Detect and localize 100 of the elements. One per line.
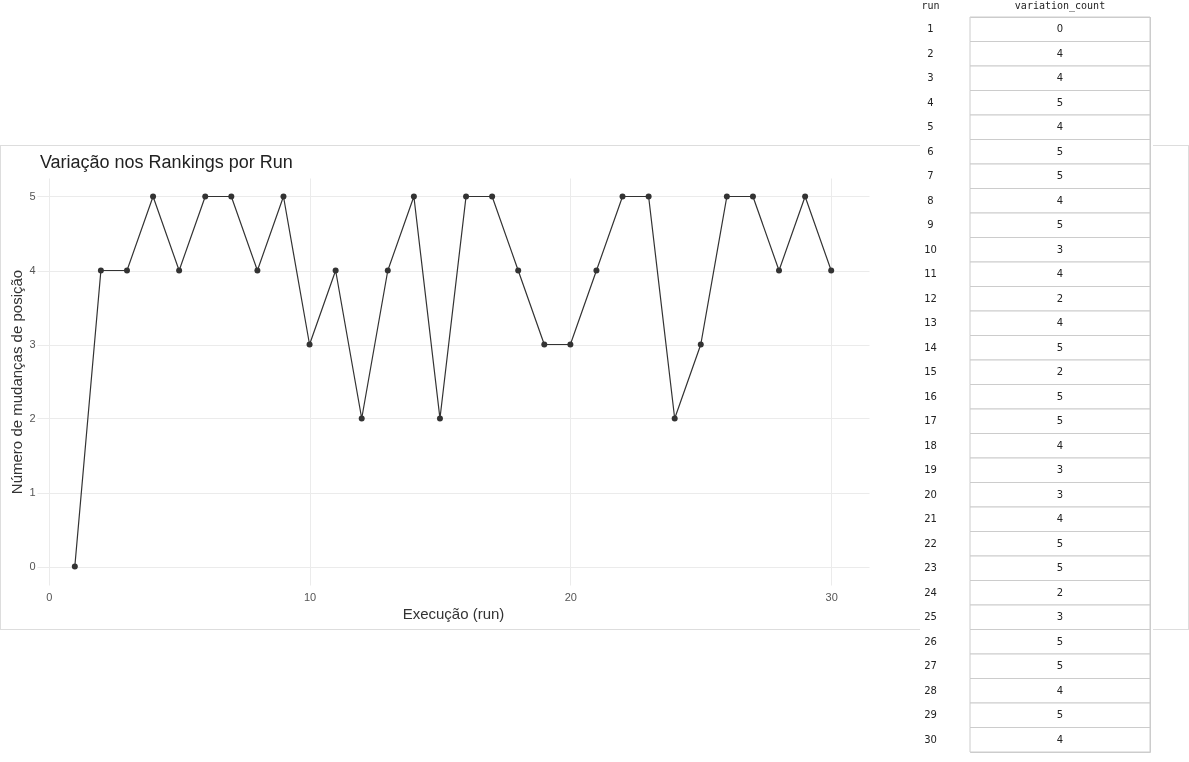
data-label: 3	[1056, 611, 1064, 623]
point	[280, 193, 287, 200]
x-axis-title: Execução (run)	[402, 604, 505, 622]
data-label: 5	[1056, 219, 1064, 231]
data-label: 4	[1056, 317, 1064, 329]
point	[306, 341, 313, 348]
point	[228, 193, 235, 200]
y-tick-label: 2	[927, 47, 934, 59]
data-label: 4	[1056, 121, 1064, 133]
y-tick-label: 0	[29, 560, 36, 572]
point	[150, 193, 157, 200]
point	[202, 193, 209, 200]
data-label: 2	[1056, 366, 1064, 378]
y-tick-label: 27	[924, 660, 937, 672]
data-label: 5	[1056, 390, 1064, 402]
point	[645, 193, 652, 200]
data-label: 0	[1056, 23, 1064, 35]
x-tick-label: 30	[825, 590, 838, 603]
y-tick-label: 22	[924, 537, 937, 549]
data-label: 5	[1056, 145, 1064, 157]
y-tick-label: 16	[924, 390, 937, 402]
point	[515, 267, 522, 274]
data-label: 3	[1056, 464, 1064, 476]
y-tick-label: 11	[924, 268, 937, 280]
data-label: 5	[1056, 415, 1064, 427]
y-tick-label: 13	[924, 317, 937, 329]
data-label: 5	[1056, 709, 1064, 721]
point	[97, 267, 104, 274]
y-tick-label: 1	[927, 23, 934, 35]
data-label: 4	[1056, 684, 1064, 696]
data-label: 4	[1056, 268, 1064, 280]
y-tick-label: 10	[924, 243, 937, 255]
point	[410, 193, 417, 200]
y-tick-label: 30	[924, 733, 937, 745]
y-tick-label: 24	[924, 586, 937, 598]
data-label: 4	[1056, 47, 1064, 59]
x-tick-label: 0	[46, 590, 53, 603]
data-label: 5	[1056, 170, 1064, 182]
y-tick-label: 20	[924, 488, 937, 500]
y-tick-label: 14	[924, 341, 937, 353]
point	[123, 267, 130, 274]
y-tick-label: 23	[924, 562, 937, 574]
x-tick-label: 20	[564, 590, 577, 603]
data-label: 5	[1056, 635, 1064, 647]
data-label: 5	[1056, 537, 1064, 549]
point	[463, 193, 470, 200]
y-tick-label: 5	[29, 190, 36, 202]
y-tick-label: 3	[29, 338, 36, 350]
point	[567, 341, 574, 348]
y-tick-label: 17	[924, 415, 937, 427]
data-label: 5	[1056, 562, 1064, 574]
y-axis-title: run	[921, 0, 940, 11]
point	[828, 267, 835, 274]
data-label: 4	[1056, 439, 1064, 451]
y-axis-title: Número de mudanças de posição	[8, 269, 26, 495]
point	[697, 341, 704, 348]
data-label: 5	[1056, 341, 1064, 353]
data-label: 5	[1056, 660, 1064, 672]
point	[358, 415, 365, 422]
point	[176, 267, 183, 274]
point	[802, 193, 809, 200]
x-tick-label: variation_count	[1014, 0, 1106, 12]
y-tick-label: 18	[924, 439, 937, 451]
y-tick-label: 6	[927, 145, 934, 157]
data-label: 3	[1056, 243, 1064, 255]
data-label: 2	[1056, 586, 1064, 598]
point	[593, 267, 600, 274]
y-tick-label: 1	[29, 486, 36, 498]
data-label: 5	[1056, 96, 1064, 108]
point	[671, 415, 678, 422]
y-tick-label: 5	[927, 121, 934, 133]
y-tick-label: 12	[924, 292, 937, 304]
y-tick-label: 21	[924, 513, 937, 525]
data-label: 4	[1056, 513, 1064, 525]
y-tick-label: 4	[927, 96, 934, 108]
y-tick-label: 2	[29, 412, 36, 424]
chart-title: Variação nos Rankings por Run	[39, 152, 293, 172]
point	[489, 193, 496, 200]
y-tick-label: 8	[927, 194, 934, 206]
y-tick-label: 29	[924, 709, 937, 721]
point	[332, 267, 339, 274]
point	[749, 193, 756, 200]
point	[619, 193, 626, 200]
y-tick-label: 3	[927, 72, 934, 84]
point	[723, 193, 730, 200]
y-tick-label: 28	[924, 684, 937, 696]
data-label: 4	[1056, 194, 1064, 206]
point	[541, 341, 548, 348]
data-label: 3	[1056, 488, 1064, 500]
y-tick-label: 26	[924, 635, 937, 647]
y-tick-label: 19	[924, 464, 937, 476]
y-tick-label: 9	[927, 219, 934, 231]
x-tick-label: 10	[303, 590, 317, 603]
y-tick-label: 4	[29, 264, 36, 276]
point	[254, 267, 261, 274]
y-tick-label: 7	[927, 170, 934, 182]
y-tick-label: 25	[924, 611, 937, 623]
data-label: 4	[1056, 72, 1064, 84]
y-tick-label: 15	[924, 366, 937, 378]
data-label: 4	[1056, 733, 1064, 745]
